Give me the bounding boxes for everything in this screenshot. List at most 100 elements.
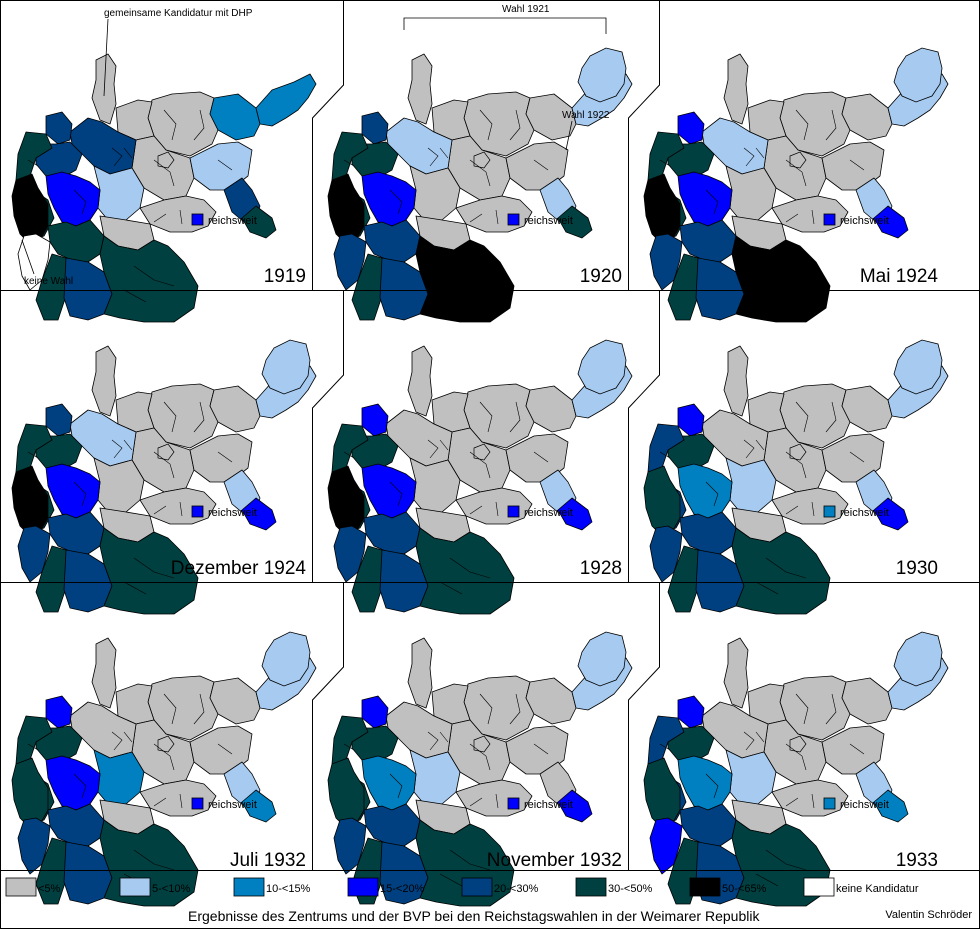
legend-label: 20-<30% [494,883,539,895]
region-hn [45,755,101,811]
district-border [479,401,493,433]
map-panel: reichsweit 1920 [327,47,633,323]
district-border [743,731,755,751]
region-wp [525,93,577,141]
map-panel: reichsweit 1930 [643,339,949,615]
region-wp [525,677,577,725]
nationwide-label: reichsweit [524,507,573,519]
region-po [505,141,569,191]
legend: <5% 5-<10% 10-<15% 15-<20% 20-<30% 30-<50% 50-… [5,877,919,897]
region-po [821,725,885,775]
district-border [73,189,87,215]
legend-swatch [5,877,37,897]
district-border [27,451,39,459]
district-border [427,439,439,459]
region-wp [209,385,261,433]
district-border [765,265,807,287]
region-wp [525,385,577,433]
legend-label: keine Kandidatur [836,883,919,895]
district-border [825,693,837,725]
enclave-border [473,735,491,753]
map-panel: reichsweit 1928 [327,339,633,615]
district-border [765,849,807,871]
region-by [415,527,515,615]
district-border [427,147,439,167]
district-border [743,147,755,167]
region-hn [45,463,101,519]
legend-swatch [461,877,493,897]
district-border [659,451,671,459]
legend-swatch [689,877,721,897]
panel-year: 1930 [896,558,938,579]
region-ba [667,545,703,613]
district-border [659,159,671,167]
district-border [533,743,549,755]
district-border [123,731,133,743]
district-border [469,797,483,807]
nationwide-label: reichsweit [208,799,257,811]
legend-label: 15-<20% [380,883,425,895]
district-border [193,693,205,725]
district-border [163,401,177,433]
district-border [133,557,175,579]
map-panel: reichsweit Dezember 1924 [11,339,317,615]
district-border [449,265,491,287]
district-border [509,401,521,433]
district-border [111,439,123,459]
map-panel: reichsweit Mai 1924 [643,47,949,323]
region-hn [45,171,101,227]
region-hn [361,171,417,227]
district-border [217,743,233,755]
district-border [811,501,815,517]
no-vote-note: keine Wahl [24,276,73,287]
district-border [153,797,167,807]
district-border [849,159,865,171]
district-border [755,873,779,887]
district-border [133,849,175,871]
district-border [427,731,439,751]
germany-map [327,47,633,323]
germany-map [11,53,317,323]
region-island [261,631,311,687]
district-border [785,743,807,771]
district-border [439,289,463,303]
region-os [873,205,909,239]
district-border [153,451,175,479]
legend-swatch [575,877,607,897]
district-border [111,731,123,751]
district-border [469,213,483,223]
district-border [755,731,765,743]
region-po [189,725,253,775]
nationwide-swatch [191,797,204,810]
district-border [469,743,491,771]
district-border [509,693,521,725]
region-sh [91,345,117,417]
nationwide-swatch [823,797,836,810]
district-border [73,481,87,507]
district-border [153,213,167,223]
region-by [99,235,199,323]
nationwide-swatch [823,213,836,226]
district-border [479,109,493,141]
legend-swatch [119,877,151,897]
nationwide-label: reichsweit [208,215,257,227]
region-by [99,527,199,615]
region-po [189,433,253,483]
district-border [123,581,147,595]
region-ba [351,253,387,321]
district-border [795,109,809,141]
nationwide-swatch [507,797,520,810]
panel-year: November 1932 [487,850,622,871]
district-border [795,693,809,725]
region-wp [841,677,893,725]
map-panel: reichsweit Juli 1932 [11,631,317,907]
enclave-border [157,735,175,753]
enclave-border [157,443,175,461]
region-os [873,497,909,531]
region-po [505,725,569,775]
district-border [533,159,549,171]
region-ep [255,73,317,127]
region-hn [361,755,417,811]
region-island [893,47,943,103]
region-hn [361,463,417,519]
